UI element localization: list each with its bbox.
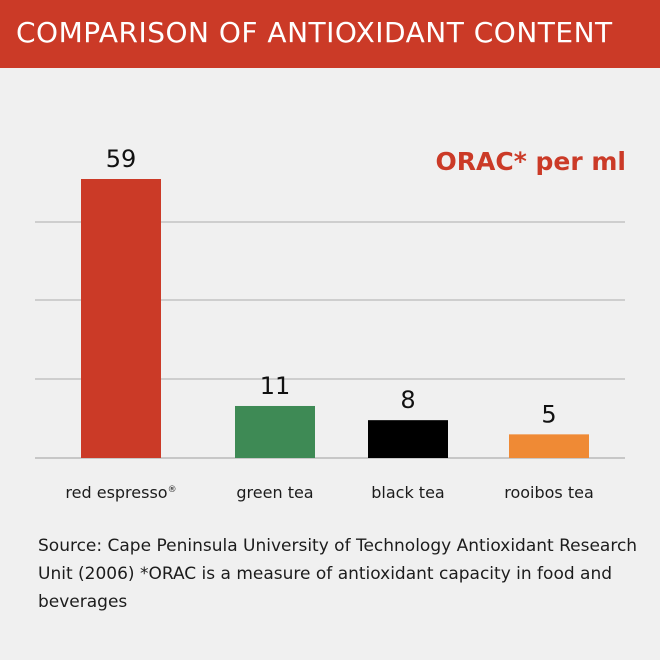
bars [81, 179, 589, 458]
bar [81, 179, 161, 458]
source-note: Source: Cape Peninsula University of Tec… [38, 536, 638, 612]
category-label: black tea [371, 483, 444, 502]
category-label: green tea [236, 483, 313, 502]
category-label: rooibos tea [504, 483, 594, 502]
chart-title: COMPARISON OF ANTIOXIDANT CONTENT [16, 16, 613, 49]
category-label: red espresso® [65, 483, 176, 502]
title-banner: COMPARISON OF ANTIOXIDANT CONTENT [0, 0, 660, 68]
bar [235, 405, 315, 458]
data-label: 11 [260, 372, 291, 400]
data-label: 5 [541, 400, 556, 428]
labels: 59 red espresso® 11 green tea 8 black tea 5 roo… [65, 145, 593, 502]
bar [368, 420, 448, 458]
data-label: 8 [400, 386, 415, 414]
bar [509, 434, 589, 458]
unit-label: ORAC* per ml [436, 147, 626, 176]
data-label: 59 [106, 145, 137, 173]
